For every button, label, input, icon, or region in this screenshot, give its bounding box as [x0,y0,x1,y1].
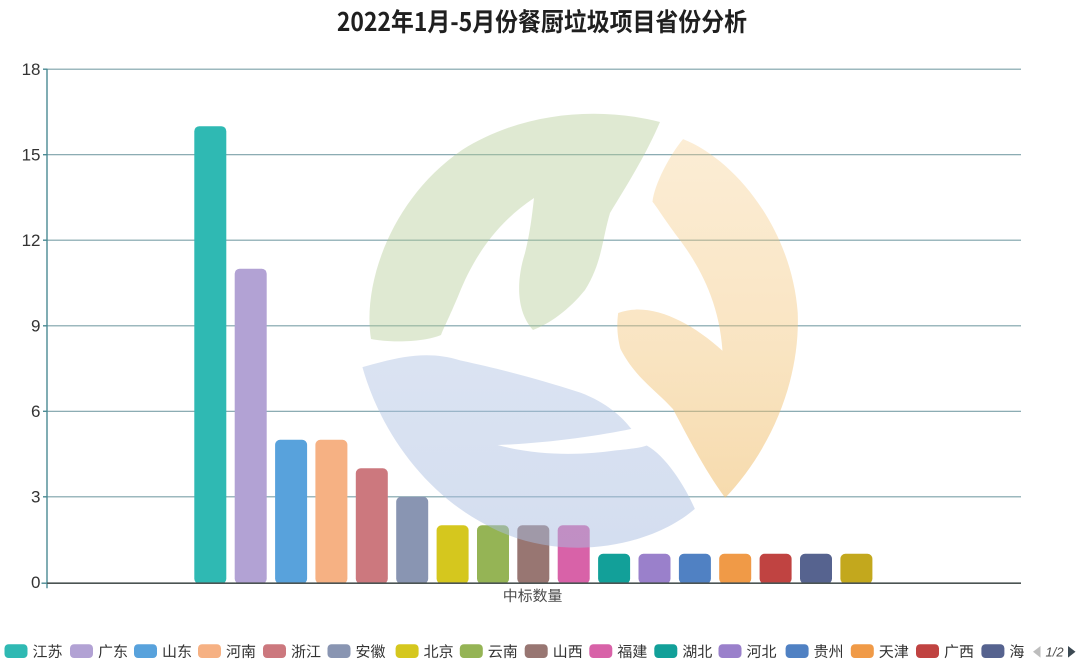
svg-text:18: 18 [22,60,41,79]
svg-text:15: 15 [22,146,41,165]
svg-text:1/2: 1/2 [1046,645,1065,660]
svg-text:3: 3 [31,488,40,507]
svg-text:9: 9 [31,317,40,336]
svg-text:12: 12 [22,231,41,250]
svg-text:0: 0 [31,573,40,592]
svg-text:6: 6 [31,402,40,421]
